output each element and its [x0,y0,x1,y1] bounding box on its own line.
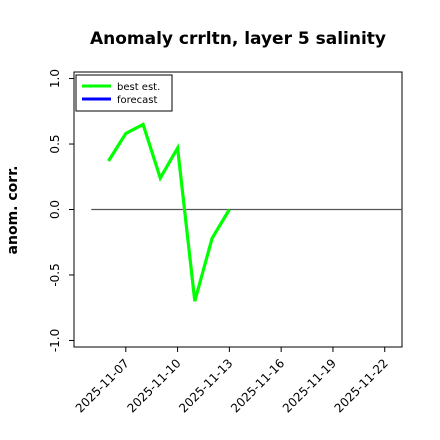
y-axis-label: anom. corr. [5,166,21,255]
x-tick-label: 2025-11-10 [124,356,183,415]
y-tick-label: -1.0 [48,329,62,352]
y-tick-label: 0.5 [48,134,62,153]
x-tick-label: 2025-11-13 [176,356,235,415]
plot-area: -1.0-0.50.00.51.02025-11-072025-11-10202… [48,69,403,415]
legend-label: forecast [117,95,158,106]
chart-title: Anomaly crrltn, layer 5 salinity [90,29,386,49]
x-tick-label: 2025-11-07 [73,356,132,415]
legend-label: best est. [117,82,160,93]
legend-box [75,74,173,112]
y-tick-label: -0.5 [48,263,62,286]
x-tick-label: 2025-11-19 [280,356,339,415]
y-tick-label: 0.0 [48,200,62,219]
y-tick-label: 1.0 [48,69,62,88]
x-tick-label: 2025-11-16 [228,356,287,415]
series-line-best-est [107,122,231,302]
x-tick-label: 2025-11-22 [332,356,391,415]
